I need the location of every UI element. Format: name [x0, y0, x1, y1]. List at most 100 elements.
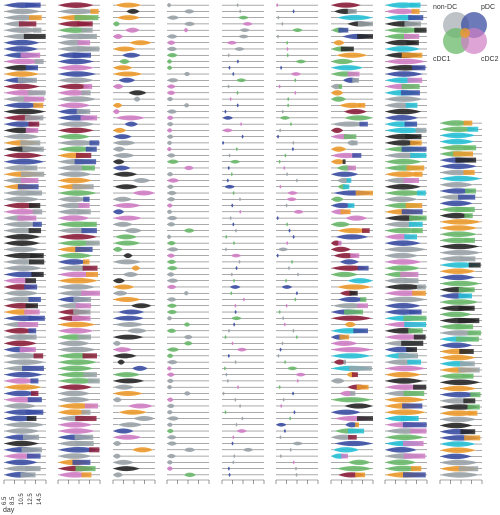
violin-body: [113, 441, 122, 447]
violin-segment: [400, 415, 419, 422]
violin-segment: [90, 8, 99, 14]
violin-segment: [77, 209, 91, 215]
violin-body: [287, 191, 298, 195]
violin-body: [226, 379, 229, 383]
violin-body: [229, 159, 241, 164]
violin-segment: [72, 459, 91, 465]
violin-segment: [467, 126, 479, 132]
violin-segment: [458, 466, 479, 472]
violin-body: [231, 203, 234, 208]
violin-body: [289, 416, 292, 421]
violin-segment: [407, 359, 422, 365]
violin-body: [295, 335, 298, 339]
violin-segment: [32, 221, 42, 227]
violin-body: [183, 27, 189, 33]
violin-segment: [406, 40, 419, 46]
violin-body: [113, 65, 133, 71]
violin-panel: [166, 2, 210, 484]
violin-segment: [350, 253, 360, 259]
violin-body: [4, 108, 46, 115]
violin-body: [440, 182, 474, 188]
violin-body: [385, 158, 423, 165]
violin-body: [385, 46, 421, 52]
violin-body: [236, 103, 239, 108]
violin-segment: [357, 34, 373, 39]
violin-body: [291, 147, 294, 152]
violin-body: [281, 109, 284, 114]
violin-body: [4, 359, 46, 365]
violin-body: [123, 253, 133, 259]
violin-body: [228, 153, 231, 158]
violin-body: [385, 259, 422, 265]
violin-body: [113, 209, 125, 215]
violin-segment: [83, 221, 97, 227]
violin-body: [278, 385, 281, 390]
violin-body: [440, 268, 476, 275]
violin-segment: [83, 196, 90, 202]
violin-segment: [17, 184, 39, 190]
violin-body: [279, 115, 291, 120]
violin-body: [229, 285, 241, 289]
violin-body: [167, 40, 176, 45]
violin-segment: [357, 303, 368, 309]
violin-body: [288, 228, 291, 233]
violin-body: [4, 158, 45, 165]
violin-body: [4, 71, 40, 77]
violin-body: [347, 459, 371, 465]
violin-segment: [25, 65, 39, 71]
violin-segment: [347, 71, 360, 77]
violin-body: [293, 410, 296, 415]
violin-body: [128, 90, 147, 96]
violin-body: [113, 434, 142, 440]
violin-body: [58, 252, 93, 259]
violin-body: [58, 359, 98, 365]
violin-segment: [459, 361, 475, 367]
violin-body: [58, 365, 94, 372]
violin-segment: [346, 178, 352, 183]
legend-label-non-dc: non-DC: [433, 4, 457, 11]
violin-body: [331, 378, 345, 384]
violin-body: [385, 296, 427, 303]
violin-body: [440, 453, 472, 460]
violin-body: [4, 390, 39, 397]
violin-body: [167, 184, 174, 189]
violin-segment: [33, 353, 44, 359]
violin-body: [331, 65, 364, 71]
violin-body: [167, 353, 174, 359]
violin-segment: [460, 429, 476, 435]
violin-body: [183, 103, 190, 108]
violin-body: [118, 77, 136, 83]
violin-body: [385, 409, 427, 416]
violin-body: [276, 3, 279, 8]
violin-body: [167, 272, 175, 277]
violin-body: [183, 291, 189, 296]
violin-body: [113, 165, 131, 171]
violin-body: [279, 184, 282, 189]
violin-body: [4, 39, 40, 46]
violin-body: [385, 371, 422, 378]
violin-body: [58, 58, 94, 65]
violin-body: [58, 396, 91, 403]
violin-segment: [23, 33, 46, 39]
violin-body: [230, 291, 233, 296]
violin-body: [58, 428, 96, 434]
violin-segment: [401, 52, 423, 58]
violin-body: [239, 209, 242, 214]
violin-body: [234, 397, 237, 402]
violin-body: [117, 309, 145, 315]
violin-body: [167, 15, 180, 20]
violin-body: [58, 96, 97, 102]
violin-body: [285, 203, 288, 208]
violin-segment: [75, 415, 97, 422]
violin-body: [58, 390, 91, 397]
violin-body: [283, 429, 286, 433]
violin-body: [4, 83, 40, 90]
violin-segment: [22, 146, 44, 152]
violin-body: [167, 240, 177, 246]
violin-body: [183, 334, 193, 340]
violin-body: [231, 441, 234, 446]
x-axis: 6.5 8.5 10.5 12.5 14.5 day: [2, 493, 43, 514]
violin-segment: [18, 21, 37, 27]
violin-body: [167, 403, 175, 409]
violin-segment: [340, 46, 354, 52]
